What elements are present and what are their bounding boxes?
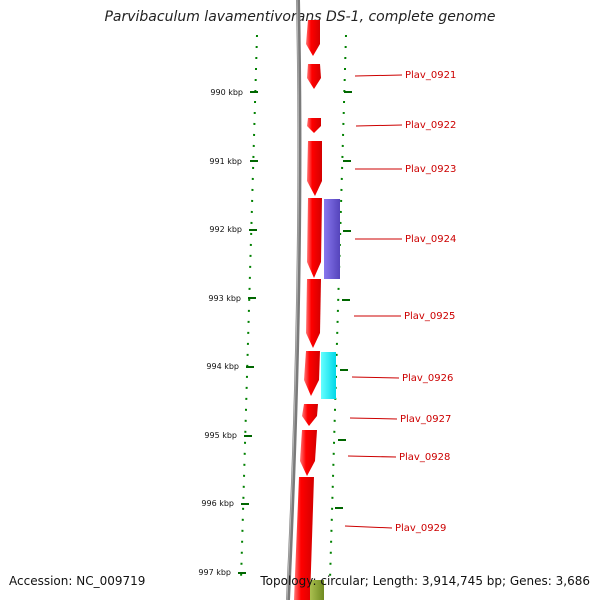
genome-backbone (286, 0, 302, 600)
tick-label: 992 kbp (209, 225, 242, 234)
gene-leader-line (355, 124, 403, 127)
gene-leader-line (349, 417, 398, 420)
gene-leader-line (347, 455, 397, 458)
gene-arrow-plav-0928[interactable] (300, 430, 317, 476)
gene-arrow-plav-0926[interactable] (304, 351, 320, 396)
gene-label-group: Plav_0921 Plav_0922 Plav_0923 Plav_0924 … (395, 70, 456, 534)
gene-label[interactable]: Plav_0926 (402, 373, 453, 384)
gene-arrow-plav-0925[interactable] (306, 279, 321, 348)
gene-label[interactable]: Plav_0925 (404, 311, 455, 322)
gene-arrow-group (294, 20, 322, 600)
tick-label: 997 kbp (198, 568, 231, 577)
tick-label: 995 kbp (204, 431, 237, 440)
outer-dotted-ring (240, 34, 258, 581)
gene-arrow-plav-0922[interactable] (307, 118, 321, 133)
gene-leader-line (344, 525, 393, 529)
feature-block-green[interactable] (310, 580, 324, 600)
gene-arrow-plav-0929[interactable] (294, 477, 314, 600)
tick-label-group: 990 kbp 991 kbp 992 kbp 993 kbp 994 kbp … (198, 88, 243, 577)
gene-label[interactable]: Plav_0927 (400, 414, 451, 425)
genome-backbone-highlight (286, 0, 299, 600)
genome-summary-text: Topology: circular; Length: 3,914,745 bp… (260, 574, 590, 588)
gene-label[interactable]: Plav_0923 (405, 164, 456, 175)
inner-dotted-ring (329, 34, 347, 581)
gene-leader-line (351, 376, 400, 379)
gene-arrow-plav-0921[interactable] (307, 64, 321, 89)
gene-label[interactable]: Plav_0928 (399, 452, 450, 463)
gene-leader-group (344, 74, 403, 529)
gene-label[interactable]: Plav_0924 (405, 234, 456, 245)
accession-text: Accession: NC_009719 (9, 574, 146, 588)
tick-label: 991 kbp (209, 157, 242, 166)
gene-arrow-plav-0924[interactable] (307, 198, 322, 278)
gene-leader-line (354, 74, 403, 77)
tick-mark-group (238, 91, 352, 574)
tick-label: 993 kbp (208, 294, 241, 303)
gene-arrow-plav-0923[interactable] (307, 141, 322, 196)
gene-arrow-partial[interactable] (306, 20, 320, 56)
tick-label: 990 kbp (210, 88, 243, 97)
feature-block-cyan[interactable] (321, 352, 336, 399)
gene-label[interactable]: Plav_0929 (395, 523, 446, 534)
gene-label[interactable]: Plav_0922 (405, 120, 456, 131)
feature-block-purple[interactable] (324, 199, 340, 279)
gene-arrow-plav-0927[interactable] (302, 404, 318, 426)
gene-label[interactable]: Plav_0921 (405, 70, 456, 81)
tick-label: 994 kbp (206, 362, 239, 371)
tick-label: 996 kbp (201, 499, 234, 508)
